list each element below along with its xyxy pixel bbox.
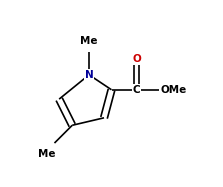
Text: OMe: OMe xyxy=(160,85,186,95)
Text: Me: Me xyxy=(80,36,98,46)
Text: Me: Me xyxy=(38,149,56,159)
Text: N: N xyxy=(85,70,93,80)
Text: C: C xyxy=(133,85,140,95)
Text: O: O xyxy=(132,54,141,64)
